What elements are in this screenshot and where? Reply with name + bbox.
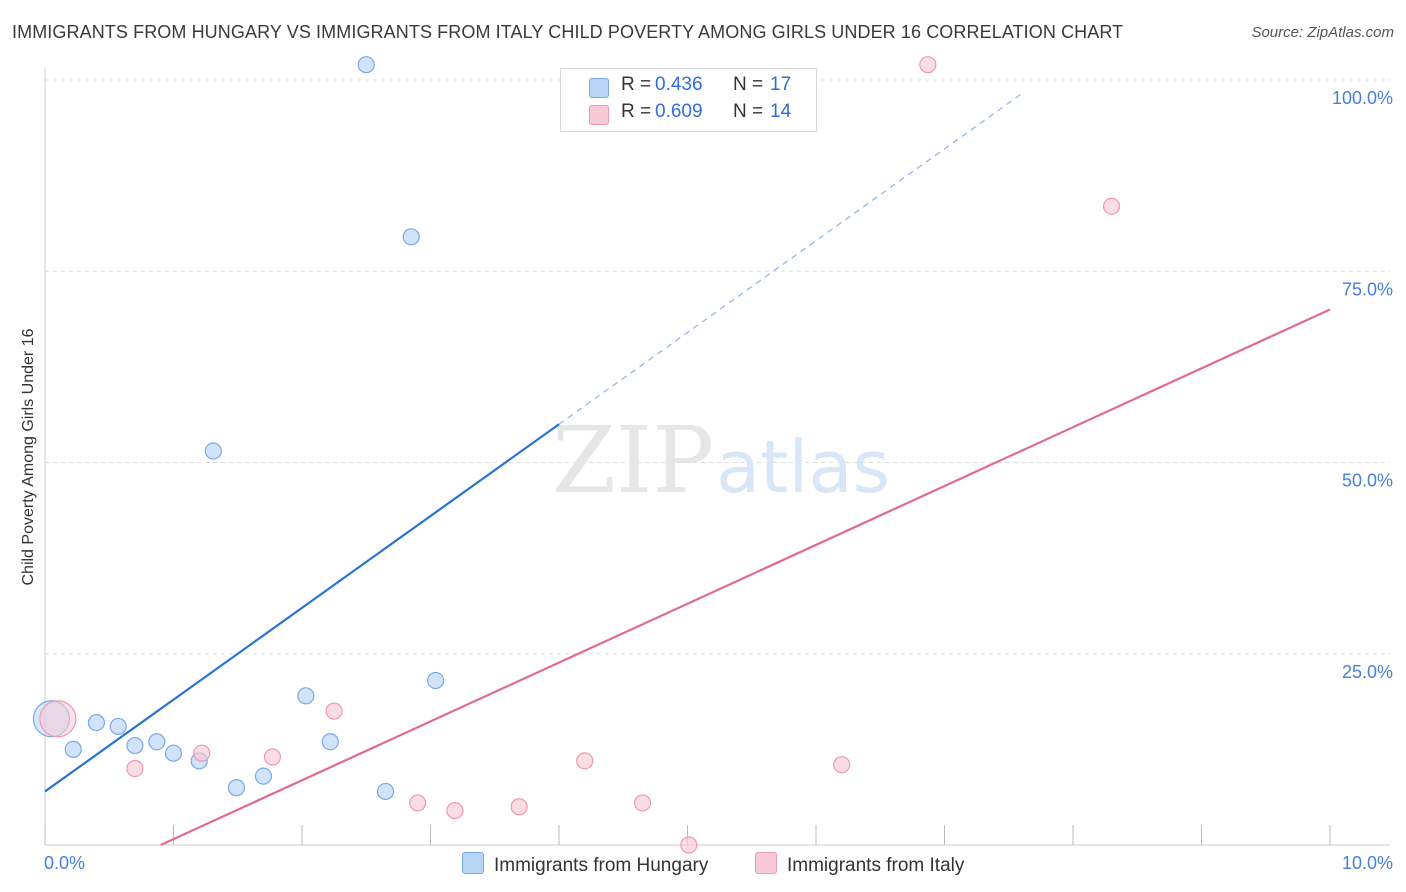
hungary-legend-label: Immigrants from Hungary (494, 855, 709, 876)
correlation-legend: R = 0.436 N = 17 R = 0.609 N = 14 (560, 68, 817, 132)
italy-legend-swatch (755, 852, 777, 874)
hungary-trend-extension (558, 93, 1022, 425)
hungary-point (357, 56, 375, 74)
legend-n-label: N = (733, 101, 764, 122)
italy-point (263, 748, 282, 766)
italy-trend-line (160, 308, 1331, 847)
bottom-legend-italy: Immigrants from Italy (755, 852, 964, 877)
source-label: Source: ZipAtlas.com (1251, 24, 1394, 41)
hungary-legend-swatch (462, 852, 484, 874)
italy-point (680, 836, 698, 854)
legend-n-label: N = (733, 74, 764, 95)
legend-row-hungary: R = 0.436 N = 17 (561, 74, 816, 100)
legend-row-italy: R = 0.609 N = 14 (561, 101, 816, 127)
hungary-point (321, 733, 339, 751)
hungary-point (87, 713, 106, 732)
legend-n-value-italy: 14 (770, 101, 792, 122)
watermark-zip: ZIP (552, 407, 714, 514)
y-tick-label: 100.0% (1332, 88, 1393, 108)
italy-point (193, 744, 211, 762)
watermark-atlas: atlas (716, 425, 890, 509)
legend-r-label: R = (621, 101, 652, 122)
hungary-point (148, 733, 166, 751)
hungary-point (227, 779, 246, 797)
hungary-trend-line (44, 423, 560, 793)
hungary-point (254, 767, 273, 785)
legend-r-label: R = (621, 74, 652, 95)
y-tick-label: 25.0% (1342, 662, 1393, 682)
legend-n-value-hungary: 17 (770, 74, 792, 95)
italy-point (833, 756, 851, 774)
legend-r-value-italy: 0.609 (655, 101, 703, 122)
italy-point (510, 798, 528, 816)
x-tick-label: 10.0% (1342, 853, 1393, 873)
y-tick-label: 75.0% (1342, 279, 1393, 299)
hungary-point (376, 782, 395, 801)
hungary-point (164, 744, 183, 762)
hungary-point (402, 228, 420, 246)
italy-point (409, 794, 427, 812)
italy-point (39, 700, 77, 738)
watermark: ZIP atlas (552, 407, 890, 514)
hungary-point (204, 442, 222, 460)
italy-swatch (589, 105, 609, 125)
bottom-legend-hungary: Immigrants from Hungary (462, 852, 708, 877)
y-axis-title: Child Poverty Among Girls Under 16 (20, 328, 37, 585)
hungary-point (126, 736, 144, 755)
italy-point (919, 56, 937, 74)
hungary-swatch (589, 78, 609, 98)
tick-labels: 25.0% 50.0% 75.0% 100.0% 0.0% 10.0% (44, 88, 1393, 873)
italy-point (446, 801, 464, 820)
hungary-point (64, 740, 82, 758)
italy-point (1102, 197, 1121, 215)
y-tick-label: 50.0% (1342, 471, 1393, 491)
hungary-point (109, 717, 127, 736)
chart-title: IMMIGRANTS FROM HUNGARY VS IMMIGRANTS FR… (12, 22, 1124, 42)
axes (44, 68, 1390, 846)
x-tick-label: 0.0% (44, 853, 85, 873)
data-points (32, 56, 1121, 854)
grid (45, 79, 1390, 655)
italy-point (126, 759, 144, 778)
italy-legend-label: Immigrants from Italy (787, 855, 965, 876)
hungary-point (427, 671, 445, 690)
italy-point (576, 752, 594, 770)
trend-lines (44, 93, 1331, 847)
legend-r-value-hungary: 0.436 (655, 74, 703, 95)
italy-point (325, 702, 343, 720)
hungary-point (297, 687, 315, 705)
italy-point (633, 794, 652, 812)
